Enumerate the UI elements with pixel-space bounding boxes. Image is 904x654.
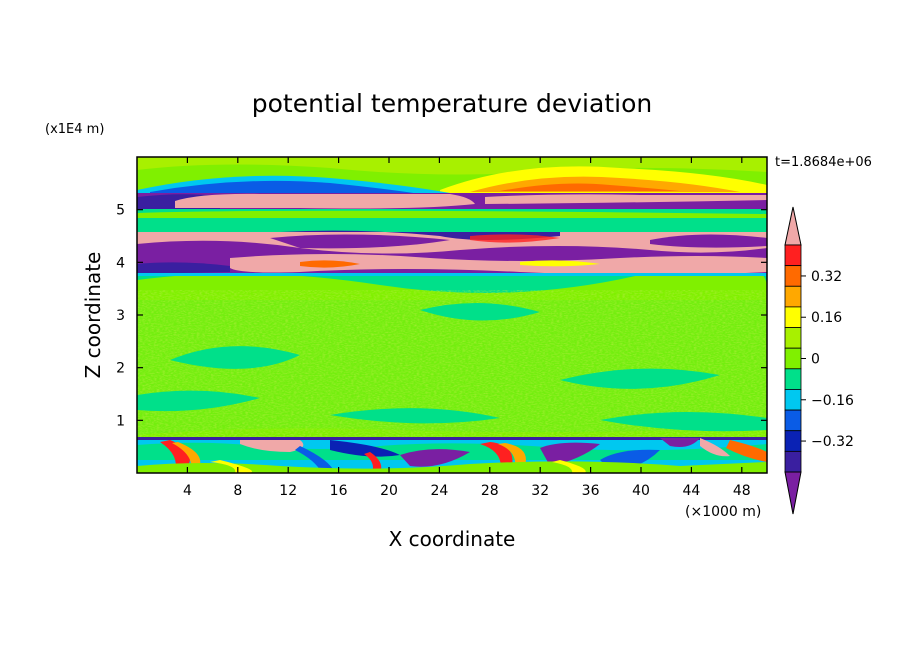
x-tick-label: 36 <box>582 483 600 499</box>
x-tick-label: 20 <box>380 483 398 499</box>
y-tick-label: 4 <box>116 255 125 271</box>
colorbar-tick-label: −0.32 <box>811 434 854 450</box>
x-tick-label: 12 <box>279 483 297 499</box>
x-axis-label: X coordinate <box>389 527 516 551</box>
x-tick-label: 4 <box>183 483 192 499</box>
colorbar-extend-max <box>784 206 802 246</box>
colorbar-swatch <box>784 265 802 287</box>
colorbar-swatch <box>784 409 802 432</box>
colorbar-swatch <box>784 285 802 308</box>
colorbar-swatch <box>784 306 802 328</box>
y-tick-label: 5 <box>116 203 125 219</box>
colorbar-swatch <box>784 389 802 411</box>
colorbar-tick-label: −0.16 <box>811 393 854 409</box>
x-tick-label: 16 <box>330 483 348 499</box>
colorbar-swatch <box>784 244 802 267</box>
chart-title: potential temperature deviation <box>252 89 652 118</box>
time-label: t=1.8684e+06 <box>775 155 872 170</box>
colorbar-swatch <box>784 450 802 473</box>
x-tick-label: 8 <box>233 483 242 499</box>
x-tick-label: 28 <box>481 483 499 499</box>
y-tick-label: 3 <box>116 308 125 324</box>
y-axis-label: Z coordinate <box>81 252 105 379</box>
x-ticks: 4 8 12 16 20 24 28 32 36 40 44 48 <box>183 157 751 499</box>
y-tick-label: 1 <box>116 413 125 429</box>
y-ticks: 1 2 3 4 5 <box>116 203 767 429</box>
colorbar-tick-label: 0.32 <box>811 269 842 285</box>
x-unit-label: (×1000 m) <box>685 504 761 520</box>
plot-field <box>137 157 767 473</box>
x-tick-label: 24 <box>430 483 448 499</box>
colorbar-swatch <box>784 430 802 452</box>
colorbar: 0.32 0.16 0 −0.16 −0.32 <box>784 206 854 515</box>
x-tick-label: 40 <box>632 483 650 499</box>
x-tick-label: 48 <box>733 483 751 499</box>
y-tick-label: 2 <box>116 361 125 377</box>
colorbar-swatch <box>784 368 802 390</box>
colorbar-extend-min <box>784 471 802 515</box>
colorbar-swatch <box>784 327 802 349</box>
colorbar-tick-label: 0 <box>811 352 820 368</box>
x-tick-label: 44 <box>682 483 700 499</box>
colorbar-swatch <box>784 347 802 370</box>
colorbar-tick-label: 0.16 <box>811 310 842 326</box>
x-tick-label: 32 <box>531 483 549 499</box>
y-unit-label: (x1E4 m) <box>45 122 104 137</box>
